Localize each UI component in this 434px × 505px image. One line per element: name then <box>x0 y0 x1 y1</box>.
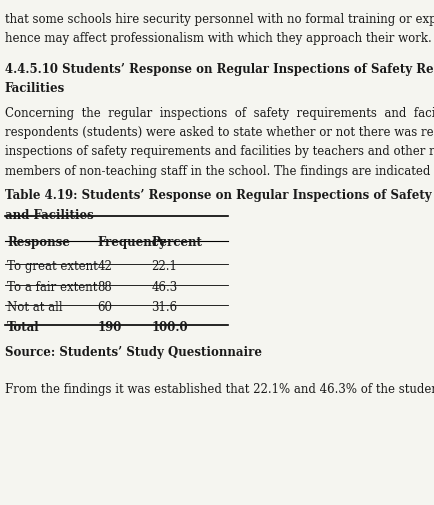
Text: 42: 42 <box>97 260 112 273</box>
Text: 88: 88 <box>97 280 112 293</box>
Text: Concerning  the  regular  inspections  of  safety  requirements  and  facilities: Concerning the regular inspections of sa… <box>5 107 434 120</box>
Text: Total: Total <box>7 321 39 334</box>
Text: 190: 190 <box>97 321 122 334</box>
Text: respondents (students) were asked to state whether or not there was regular: respondents (students) were asked to sta… <box>5 126 434 139</box>
Text: inspections of safety requirements and facilities by teachers and other responsi: inspections of safety requirements and f… <box>5 145 434 158</box>
Text: 100.0: 100.0 <box>151 321 187 334</box>
Text: Table 4.19: Students’ Response on Regular Inspections of Safety Requirements: Table 4.19: Students’ Response on Regula… <box>5 189 434 202</box>
Text: From the findings it was established that 22.1% and 46.3% of the students indica: From the findings it was established tha… <box>5 382 434 395</box>
Text: and Facilities: and Facilities <box>5 208 93 221</box>
Text: Facilities: Facilities <box>5 82 65 94</box>
Text: members of non-teaching staff in the school. The findings are indicated Table 4.: members of non-teaching staff in the sch… <box>5 164 434 177</box>
Text: Not at all: Not at all <box>7 300 62 313</box>
Text: 60: 60 <box>97 300 112 313</box>
Text: To a fair extent: To a fair extent <box>7 280 97 293</box>
Text: 46.3: 46.3 <box>151 280 177 293</box>
Text: 4.4.5.10 Students’ Response on Regular Inspections of Safety Requirements and: 4.4.5.10 Students’ Response on Regular I… <box>5 63 434 75</box>
Text: hence may affect professionalism with which they approach their work.: hence may affect professionalism with wh… <box>5 32 431 45</box>
Text: Source: Students’ Study Questionnaire: Source: Students’ Study Questionnaire <box>5 345 261 359</box>
Text: 31.6: 31.6 <box>151 300 177 313</box>
Text: that some schools hire security personnel with no formal training or experience: that some schools hire security personne… <box>5 13 434 26</box>
Text: To great extent: To great extent <box>7 260 98 273</box>
Text: Response: Response <box>7 235 70 248</box>
Text: Frequency: Frequency <box>97 235 166 248</box>
Text: Percent: Percent <box>151 235 201 248</box>
Text: 22.1: 22.1 <box>151 260 177 273</box>
